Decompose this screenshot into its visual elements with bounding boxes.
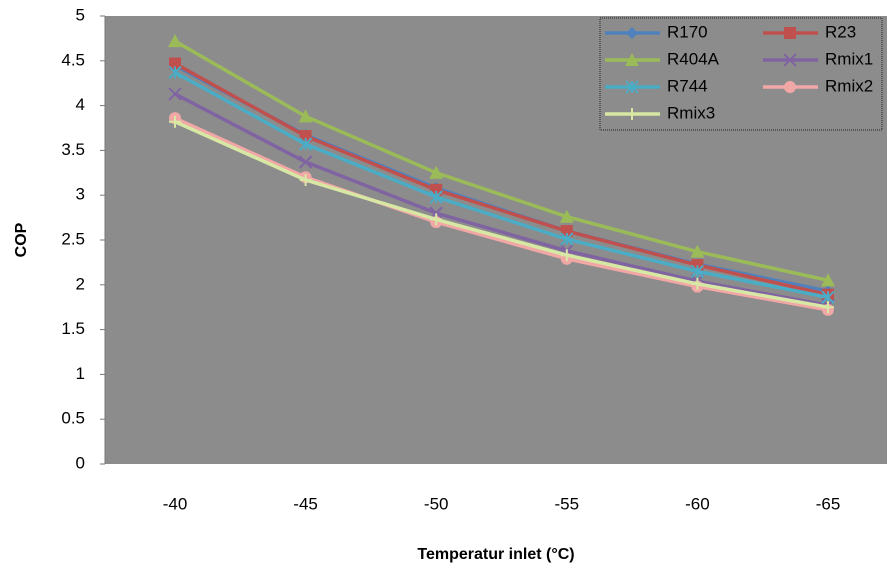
marker — [783, 53, 797, 67]
marker — [560, 249, 573, 262]
legend-label: R744 — [667, 76, 708, 95]
x-tick-label: -50 — [424, 494, 449, 513]
marker — [168, 87, 182, 101]
x-tick-label: -60 — [685, 494, 710, 513]
series-line — [174, 92, 829, 308]
legend-label: R170 — [667, 22, 708, 41]
marker — [784, 81, 796, 93]
marker — [299, 130, 312, 143]
marker — [298, 137, 313, 151]
legend-label: Rmix3 — [667, 103, 715, 122]
marker — [559, 209, 574, 223]
legend — [599, 17, 883, 131]
series-line — [174, 116, 829, 312]
marker — [625, 53, 639, 66]
y-tick-label: 2.5 — [61, 229, 85, 248]
y-tick-label: 3.5 — [61, 140, 85, 159]
legend-label: R23 — [825, 22, 856, 41]
marker — [690, 264, 705, 279]
series-line — [174, 120, 829, 309]
legend-label: R404A — [667, 49, 720, 68]
marker — [169, 115, 181, 128]
series-line — [174, 39, 829, 283]
marker — [169, 57, 181, 70]
marker — [626, 27, 638, 39]
x-tick-label: -40 — [163, 494, 188, 513]
marker — [560, 225, 573, 238]
y-tick-label: 5 — [76, 5, 85, 24]
marker — [299, 173, 312, 186]
x-tick-label: -55 — [555, 494, 580, 513]
y-tick-label: 1.5 — [61, 319, 85, 338]
y-tick-label: 4 — [76, 95, 85, 114]
marker — [822, 301, 834, 314]
y-tick-label: 3 — [76, 185, 85, 204]
y-tick-label: 0 — [76, 453, 85, 472]
x-tick-label: -65 — [816, 494, 841, 513]
marker — [691, 277, 704, 290]
marker — [298, 155, 313, 169]
y-tick-label: 2 — [76, 274, 85, 293]
marker — [430, 213, 443, 226]
marker — [690, 244, 705, 258]
x-tick-label: -45 — [293, 494, 318, 513]
y-tick-label: 1 — [76, 364, 85, 383]
marker — [821, 273, 835, 287]
series-line — [174, 70, 829, 300]
marker — [626, 108, 638, 120]
marker — [429, 165, 444, 179]
y-tick-label: 0.5 — [61, 409, 85, 428]
marker — [429, 190, 443, 204]
marker — [625, 80, 639, 94]
legend-label: Rmix1 — [825, 49, 873, 68]
y-axis-label: COP — [13, 222, 30, 257]
series-line — [174, 61, 829, 297]
marker — [784, 27, 796, 39]
marker — [560, 232, 574, 246]
legend-label: Rmix2 — [825, 76, 873, 95]
x-axis-label: Temperatur inlet (°C) — [417, 546, 574, 563]
y-tick-label: 4.5 — [61, 50, 85, 69]
marker — [298, 109, 313, 123]
marker — [168, 65, 182, 80]
marker — [168, 34, 182, 48]
